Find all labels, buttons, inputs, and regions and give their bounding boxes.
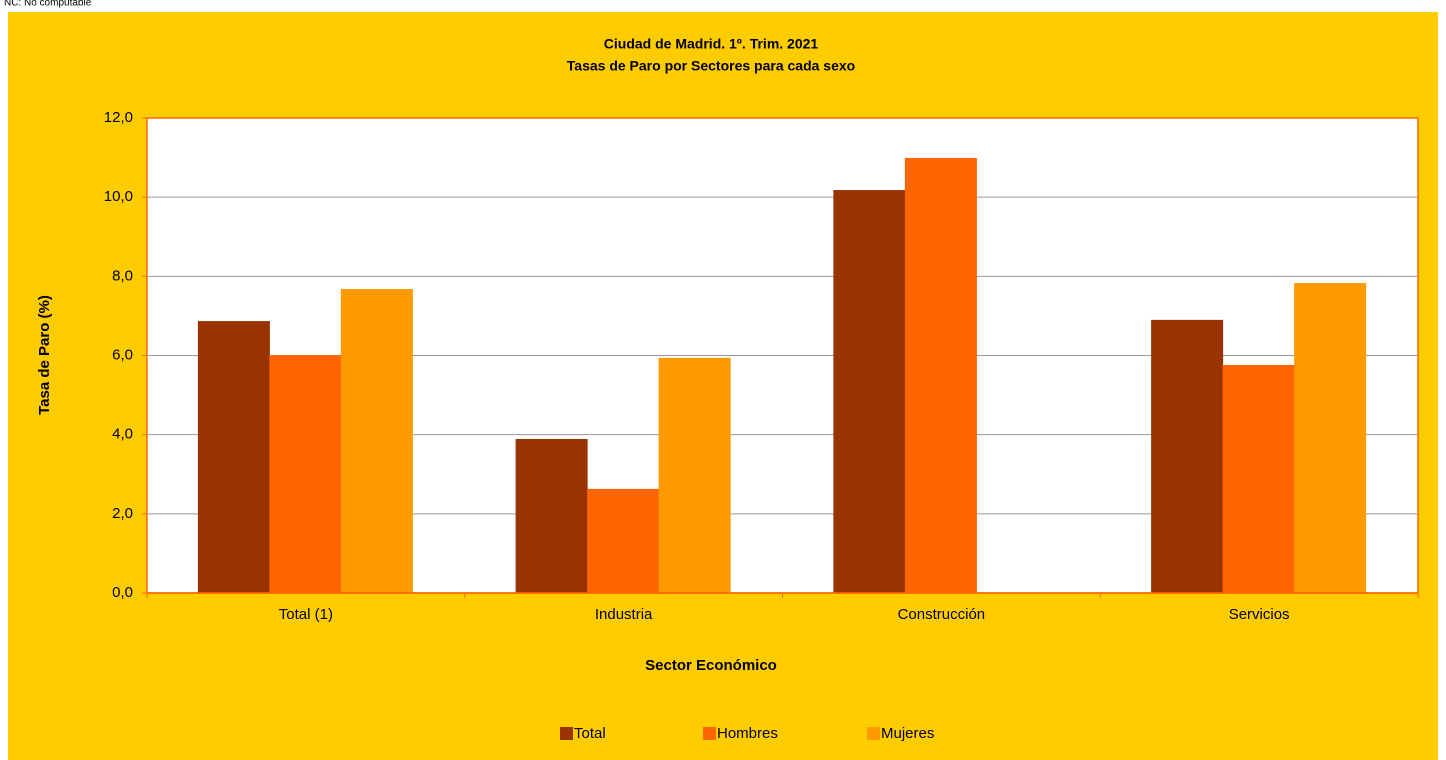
y-tick-label: 6,0 — [112, 346, 133, 363]
chart-subtitle: Tasas de Paro por Sectores para cada sex… — [567, 58, 855, 74]
x-tick-label: Construcción — [898, 606, 986, 623]
legend-swatch — [703, 727, 716, 740]
y-tick-label: 0,0 — [112, 584, 133, 601]
bar — [1151, 319, 1224, 593]
x-tick-label: Industria — [595, 606, 653, 623]
legend-label: Mujeres — [881, 725, 934, 742]
x-tick-label: Servicios — [1229, 606, 1290, 623]
bar — [904, 157, 977, 593]
chart-title: Ciudad de Madrid. 1º. Trim. 2021 — [604, 36, 819, 52]
bar — [197, 321, 270, 593]
bar — [833, 190, 906, 593]
bar — [1222, 365, 1295, 593]
legend-label: Total — [574, 725, 606, 742]
bar — [658, 357, 731, 593]
y-tick-label: 2,0 — [112, 505, 133, 522]
x-axis-title: Sector Económico — [645, 657, 777, 674]
legend-swatch — [867, 727, 880, 740]
y-tick-label: 12,0 — [104, 109, 133, 126]
bar — [587, 488, 660, 593]
bar — [1294, 283, 1367, 593]
y-tick-label: 8,0 — [112, 267, 133, 284]
y-tick-label: 10,0 — [104, 188, 133, 205]
note: NC: No computable — [4, 0, 92, 9]
bar — [515, 439, 588, 593]
bar — [340, 289, 413, 593]
legend-swatch — [560, 727, 573, 740]
legend-label: Hombres — [717, 725, 778, 742]
y-axis-title: Tasa de Paro (%) — [36, 295, 53, 415]
bar — [269, 355, 342, 593]
y-tick-label: 4,0 — [112, 426, 133, 443]
x-tick-label: Total (1) — [279, 606, 333, 623]
